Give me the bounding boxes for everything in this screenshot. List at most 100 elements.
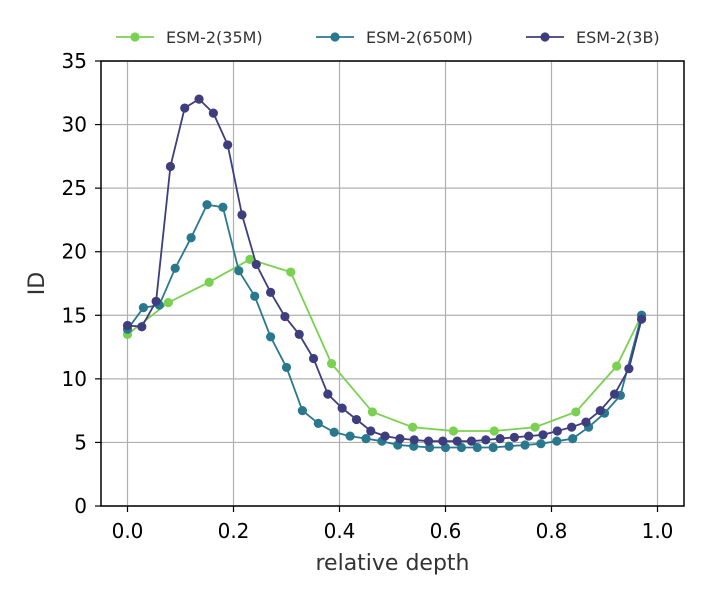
data-point <box>308 353 319 364</box>
data-point <box>361 434 371 444</box>
data-point <box>294 329 304 339</box>
data-point <box>495 434 505 444</box>
data-point <box>595 406 605 416</box>
data-point <box>180 103 190 113</box>
data-point <box>266 332 276 342</box>
y-tick-label: 15 <box>62 303 87 327</box>
legend-label: ESM-2(3B) <box>576 28 660 47</box>
series-line <box>126 203 643 449</box>
data-point <box>170 263 180 273</box>
data-point <box>329 427 339 437</box>
legend-label: ESM-2(35M) <box>166 28 263 47</box>
y-tick-label: 0 <box>74 494 87 518</box>
legend-marker <box>330 32 340 42</box>
y-tick-label: 30 <box>62 113 87 137</box>
data-point <box>637 314 647 324</box>
series-3 <box>122 94 647 446</box>
data-point <box>524 431 534 441</box>
series-line <box>127 97 643 443</box>
legend-marker <box>130 32 140 42</box>
data-point <box>337 403 347 413</box>
series-layer <box>122 94 647 453</box>
x-axis-label: relative depth <box>315 551 469 576</box>
data-point <box>281 362 292 373</box>
data-point <box>208 108 218 118</box>
data-point <box>367 407 377 417</box>
y-tick-label: 10 <box>62 367 87 391</box>
data-point <box>165 161 176 172</box>
data-point <box>612 361 622 371</box>
y-tick-label: 25 <box>62 176 87 200</box>
data-point <box>571 407 581 417</box>
legend: ESM-2(35M) ESM-2(650M) ESM-2(3B) <box>116 28 660 47</box>
data-point <box>409 435 419 445</box>
y-tick-label: 35 <box>62 49 87 73</box>
data-point <box>137 322 147 332</box>
y-tick-label: 20 <box>62 240 87 264</box>
data-point <box>472 442 482 453</box>
data-point <box>204 277 214 287</box>
data-point <box>266 287 276 297</box>
data-point <box>223 140 233 150</box>
data-point <box>218 202 228 212</box>
y-axis-label: ID <box>25 272 50 295</box>
data-point <box>163 297 173 308</box>
data-point <box>552 426 562 436</box>
data-point <box>530 422 540 432</box>
data-point <box>122 320 133 331</box>
data-point <box>552 436 562 446</box>
data-point <box>286 267 296 277</box>
data-point <box>313 418 323 428</box>
data-point <box>448 426 459 436</box>
data-point <box>251 259 261 270</box>
x-tick-label: 0.2 <box>218 519 250 543</box>
data-point <box>245 254 255 264</box>
data-point <box>234 266 244 276</box>
data-point <box>408 422 418 432</box>
data-point <box>237 210 247 220</box>
data-point <box>520 440 530 450</box>
data-point <box>202 200 212 210</box>
legend-label: ESM-2(650M) <box>366 28 473 47</box>
data-point <box>250 291 260 301</box>
legend-marker <box>540 32 550 42</box>
data-point <box>151 296 161 306</box>
data-point <box>438 436 448 446</box>
data-point <box>345 431 355 441</box>
data-point <box>380 431 390 441</box>
data-point <box>581 417 591 427</box>
data-point <box>194 94 204 104</box>
legend-item: ESM-2(650M) <box>316 28 473 47</box>
data-point <box>395 434 405 444</box>
data-point <box>489 426 499 436</box>
y-tick-label: 5 <box>74 430 87 454</box>
series-line <box>126 258 643 432</box>
data-point <box>186 233 196 243</box>
data-point <box>466 436 477 446</box>
data-point <box>138 303 148 313</box>
data-point <box>481 435 491 445</box>
data-point <box>488 442 498 453</box>
plot-frame <box>100 60 685 507</box>
axis-ticks: 0.0 0.2 0.4 0.6 0.8 1.0 0 5 10 15 20 25 30 35 <box>62 49 674 543</box>
data-point <box>351 414 362 425</box>
data-point <box>452 436 462 446</box>
data-point <box>624 364 634 374</box>
data-point <box>297 406 307 416</box>
data-point <box>366 426 376 436</box>
x-tick-label: 0.0 <box>112 519 144 543</box>
x-tick-label: 1.0 <box>642 519 674 543</box>
data-point <box>567 422 577 432</box>
series-1 <box>122 254 647 436</box>
data-point <box>509 432 519 442</box>
data-point <box>323 389 333 399</box>
data-point <box>326 359 337 369</box>
legend-item: ESM-2(35M) <box>116 28 263 47</box>
data-point <box>423 436 434 446</box>
x-tick-label: 0.6 <box>430 519 462 543</box>
x-tick-label: 0.8 <box>536 519 568 543</box>
x-tick-label: 0.4 <box>324 519 356 543</box>
data-point <box>504 441 514 451</box>
data-point <box>280 311 290 322</box>
